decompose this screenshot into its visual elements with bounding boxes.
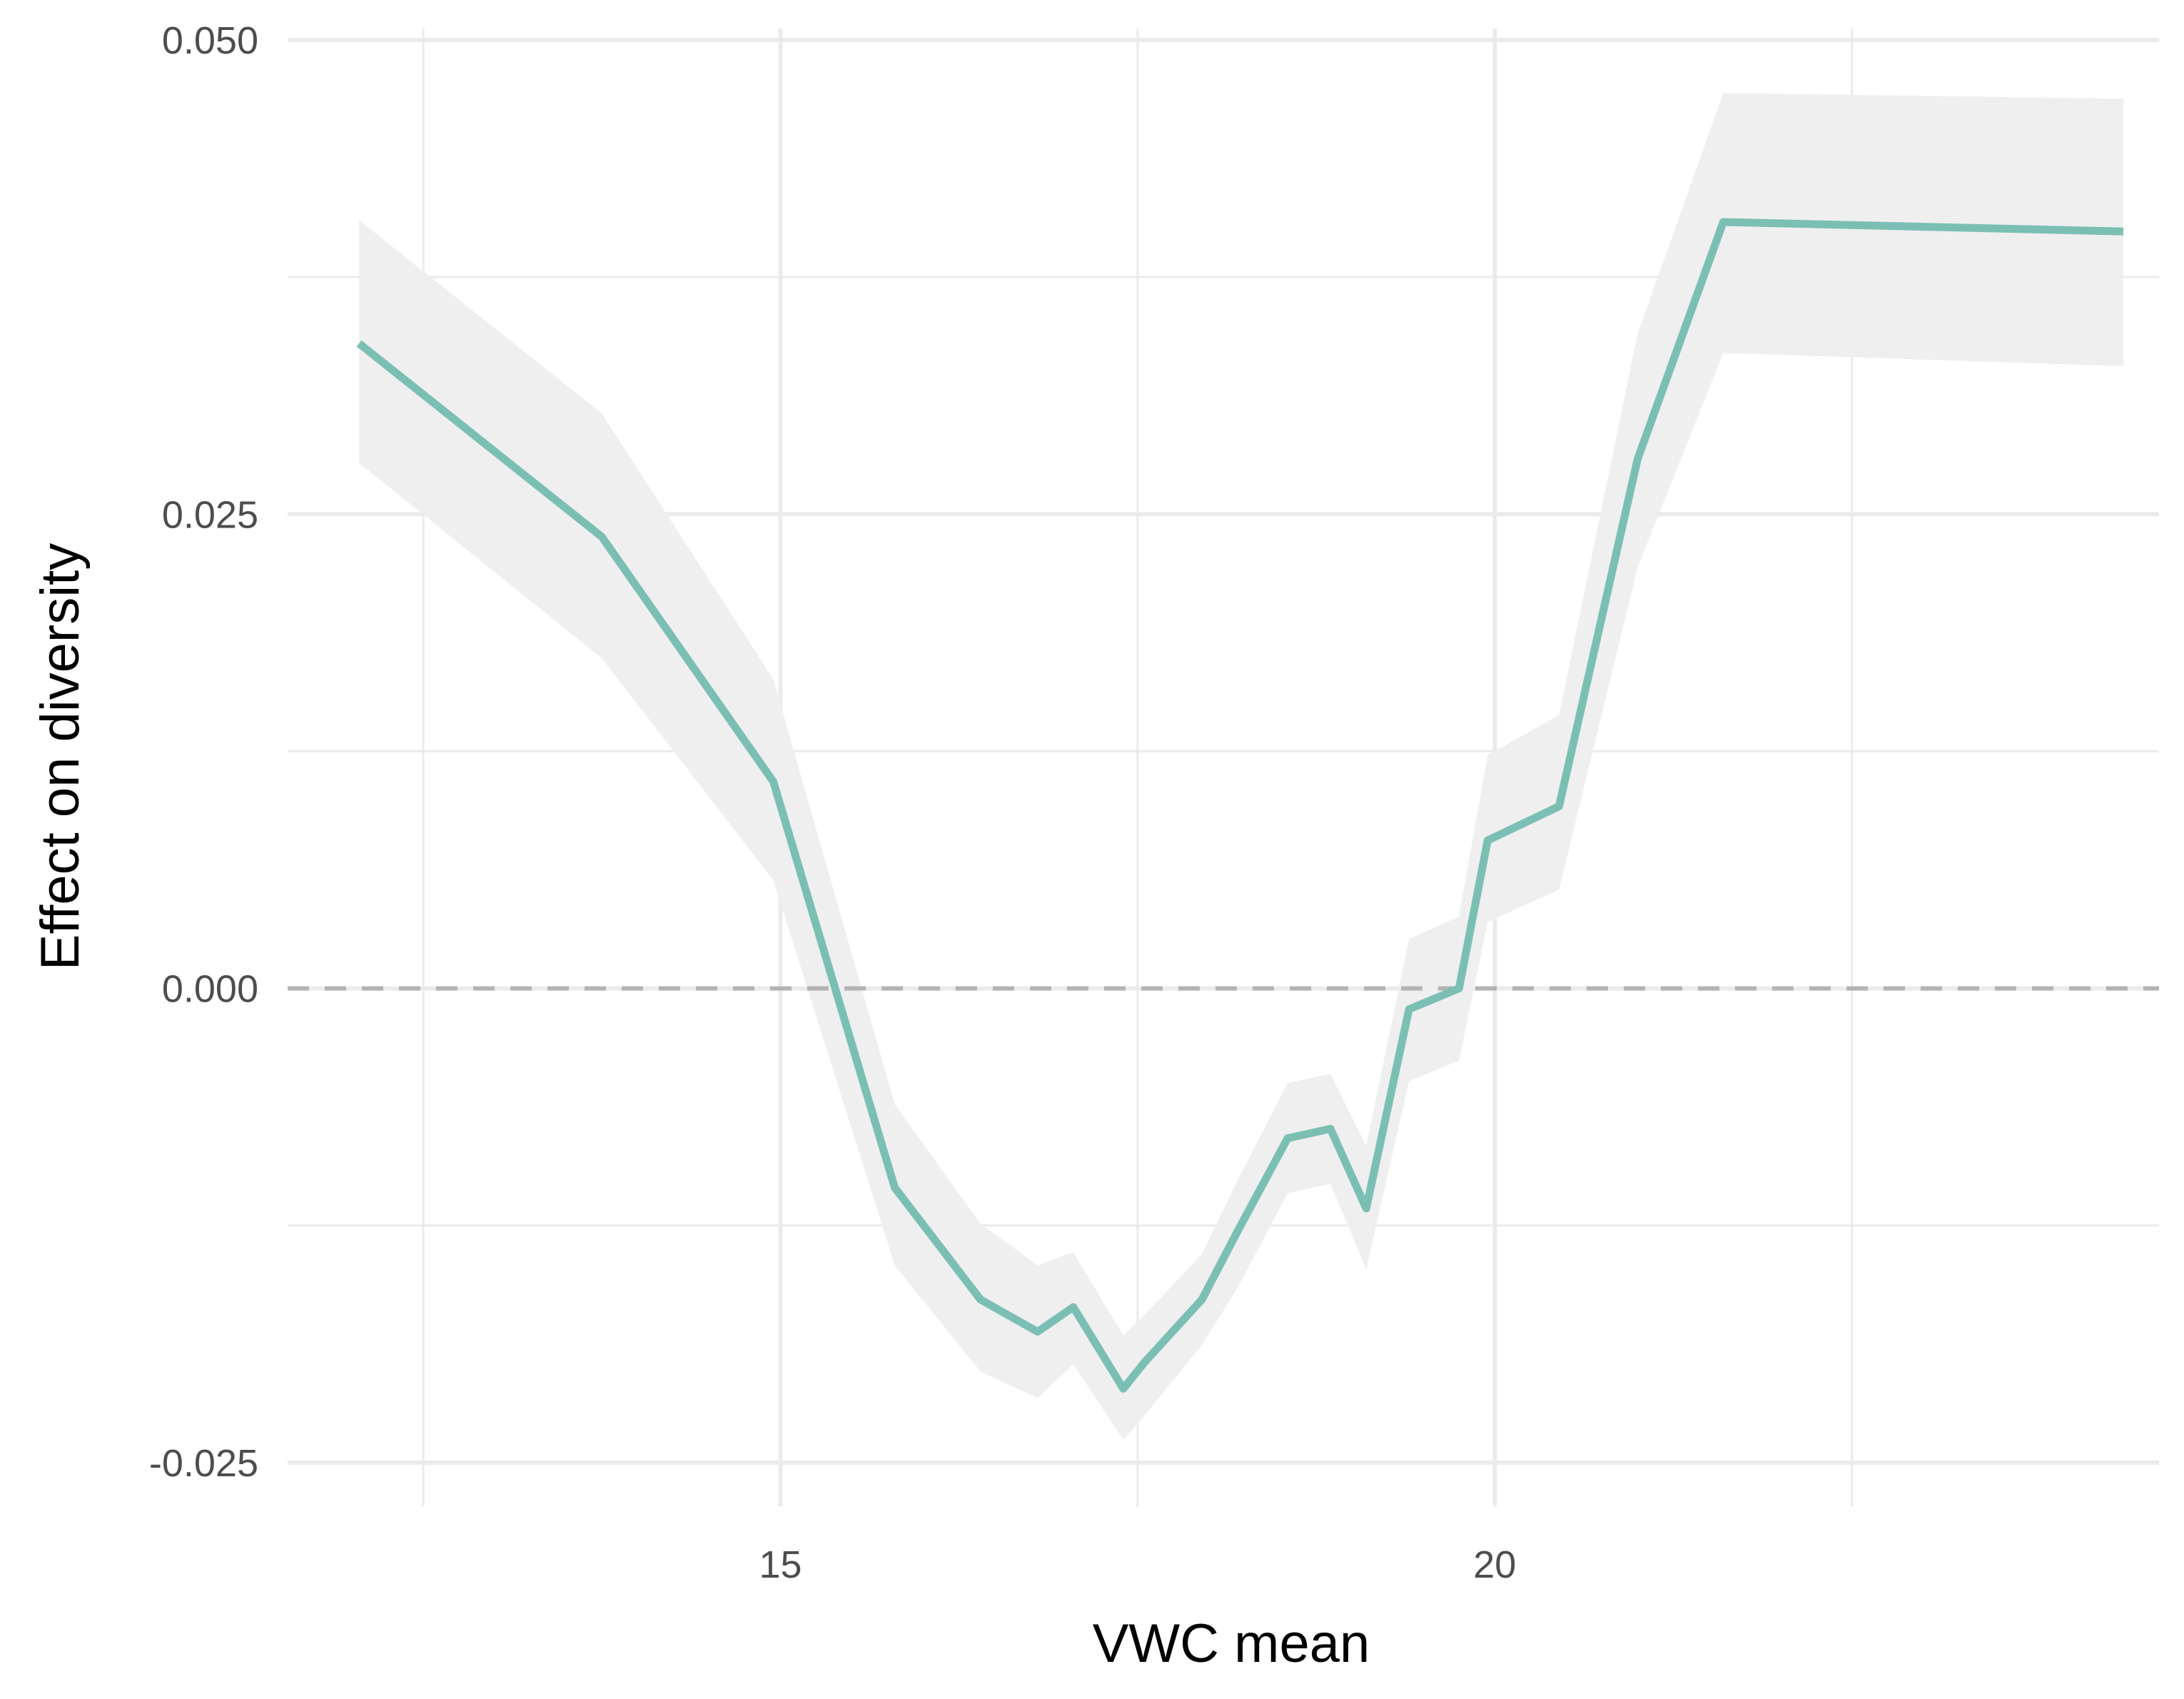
y-axis-title: Effect on diversity [30, 543, 91, 970]
y-tick-label: -0.025 [149, 1442, 258, 1485]
y-tick-label: 0.050 [162, 19, 258, 62]
x-tick-label: 15 [759, 1543, 802, 1586]
x-tick-labels: 15 20 [759, 1543, 1516, 1586]
y-tick-label: 0.000 [162, 968, 258, 1011]
effect-series-line [356, 218, 2124, 1393]
confidence-ribbon [359, 93, 2123, 1440]
x-axis-title: VWC mean [1093, 1613, 1370, 1674]
confidence-ribbon-layer [359, 93, 2123, 1440]
y-tick-label: 0.025 [162, 493, 258, 536]
x-tick-label: 20 [1473, 1543, 1516, 1586]
effect-line-layer [356, 218, 2124, 1393]
y-tick-labels: -0.025 0.000 0.025 0.050 [149, 19, 258, 1485]
